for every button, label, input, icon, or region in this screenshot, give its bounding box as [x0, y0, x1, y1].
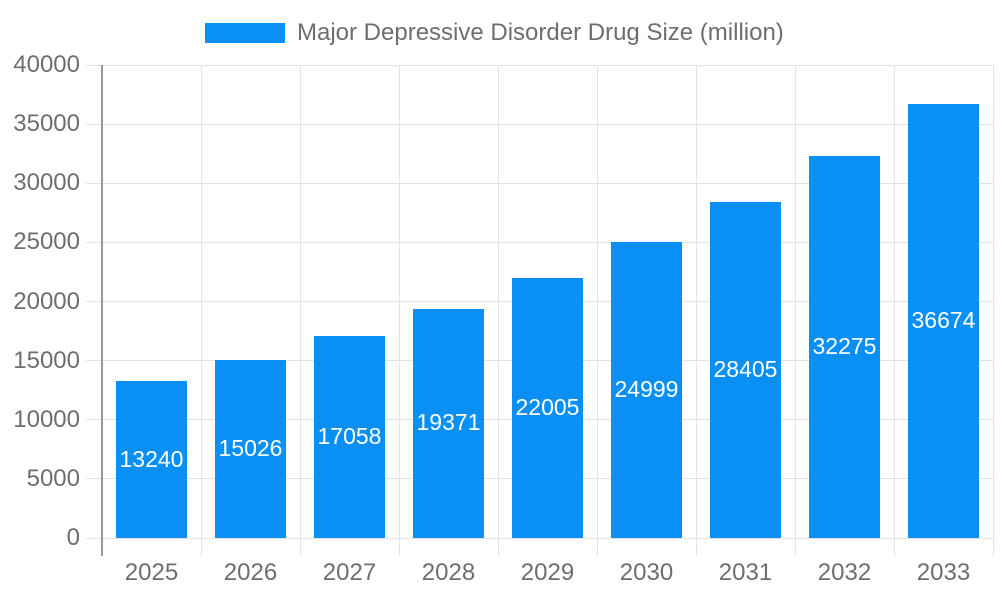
y-gridline	[86, 182, 993, 184]
y-gridline	[86, 241, 993, 243]
x-axis-tick-label: 2025	[124, 559, 179, 586]
bar-value-label: 17058	[317, 423, 382, 450]
y-axis-tick-label: 30000	[13, 169, 80, 197]
x-axis-tick-label: 2030	[619, 559, 674, 586]
x-gridline	[497, 65, 499, 556]
bar-value-label: 15026	[218, 435, 283, 462]
bar-value-label: 36674	[911, 307, 976, 334]
x-axis-tick-label: 2032	[817, 559, 872, 586]
y-axis-tick-label: 5000	[26, 464, 80, 492]
x-gridline	[794, 65, 796, 556]
x-gridline	[596, 65, 598, 556]
y-axis-tick-label: 10000	[13, 405, 80, 433]
bar[interactable]	[116, 381, 187, 538]
bar[interactable]	[215, 360, 286, 538]
y-gridline	[86, 537, 993, 539]
bar[interactable]	[314, 336, 385, 538]
y-axis-tick-label: 15000	[13, 346, 80, 374]
bar[interactable]	[413, 308, 484, 538]
bar-value-label: 22005	[515, 393, 580, 420]
x-gridline	[299, 65, 301, 556]
y-gridline	[86, 64, 993, 66]
bar-value-label: 32275	[812, 333, 877, 360]
legend[interactable]: Major Depressive Disorder Drug Size (mil…	[205, 19, 784, 47]
y-gridline	[86, 123, 993, 125]
x-axis-tick-label: 2029	[520, 559, 575, 586]
x-gridline	[992, 65, 994, 556]
bar[interactable]	[512, 277, 583, 538]
bar[interactable]	[710, 202, 781, 538]
x-gridline	[893, 65, 895, 556]
y-axis-tick-label: 35000	[13, 110, 80, 138]
y-axis-tick-label: 25000	[13, 228, 80, 256]
x-axis-tick-label: 2031	[718, 559, 773, 586]
bar[interactable]	[908, 104, 979, 538]
legend-label: Major Depressive Disorder Drug Size (mil…	[297, 19, 784, 46]
bar-value-label: 28405	[713, 356, 778, 383]
bar[interactable]	[611, 242, 682, 538]
x-axis-tick-label: 2026	[223, 559, 278, 586]
bar-value-label: 24999	[614, 376, 679, 403]
x-axis-tick-label: 2027	[322, 559, 377, 586]
x-gridline	[695, 65, 697, 556]
x-axis-tick-label: 2028	[421, 559, 476, 586]
y-axis-tick-label: 0	[66, 524, 80, 551]
y-axis-tick-label: 20000	[13, 287, 80, 315]
x-gridline	[398, 65, 400, 556]
legend-swatch	[205, 23, 285, 43]
bar-value-label: 19371	[416, 409, 481, 436]
y-axis-line	[101, 65, 103, 556]
x-axis-tick-label: 2033	[916, 559, 971, 586]
bar[interactable]	[809, 156, 880, 538]
bar-value-label: 13240	[119, 445, 184, 472]
x-gridline	[200, 65, 202, 556]
y-axis-tick-label: 40000	[13, 51, 80, 78]
